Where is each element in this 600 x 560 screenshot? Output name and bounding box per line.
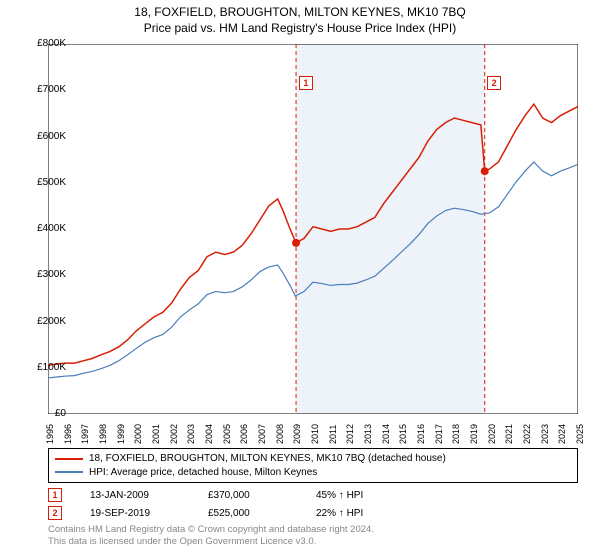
- annot-marker-0: 1: [48, 488, 62, 502]
- x-tick-label: 2012: [345, 424, 355, 444]
- x-tick-label: 2020: [487, 424, 497, 444]
- title-block: 18, FOXFIELD, BROUGHTON, MILTON KEYNES, …: [0, 0, 600, 36]
- y-tick-label: £700K: [22, 84, 66, 95]
- annot-delta-1: 22% ↑ HPI: [316, 508, 363, 519]
- legend-swatch-1: [55, 471, 83, 473]
- x-tick-label: 2010: [310, 424, 320, 444]
- x-tick-label: 2017: [434, 424, 444, 444]
- annot-date-1: 19-SEP-2019: [90, 508, 180, 519]
- x-tick-label: 2001: [151, 424, 161, 444]
- legend-label-0: 18, FOXFIELD, BROUGHTON, MILTON KEYNES, …: [89, 452, 446, 466]
- x-tick-label: 2000: [133, 424, 143, 444]
- x-tick-label: 2021: [504, 424, 514, 444]
- x-tick-label: 1999: [116, 424, 126, 444]
- annot-row-1: 2 19-SEP-2019 £525,000 22% ↑ HPI: [48, 504, 363, 522]
- x-tick-label: 2016: [416, 424, 426, 444]
- x-tick-label: 2011: [328, 425, 338, 444]
- legend-label-1: HPI: Average price, detached house, Milt…: [89, 466, 317, 480]
- x-tick-label: 2002: [169, 424, 179, 444]
- chart-annot-marker: 1: [299, 76, 313, 90]
- x-tick-label: 2013: [363, 424, 373, 444]
- annot-marker-1: 2: [48, 506, 62, 520]
- annot-date-0: 13-JAN-2009: [90, 490, 180, 501]
- x-tick-label: 2022: [522, 424, 532, 444]
- title-line-1: 18, FOXFIELD, BROUGHTON, MILTON KEYNES, …: [0, 4, 600, 20]
- y-tick-label: £200K: [22, 316, 66, 327]
- x-tick-label: 2018: [451, 424, 461, 444]
- chart-area: [48, 44, 578, 414]
- chart-svg: [48, 44, 578, 414]
- x-tick-label: 2004: [204, 424, 214, 444]
- x-tick-label: 1996: [63, 424, 73, 444]
- y-tick-label: £300K: [22, 269, 66, 280]
- annotation-table: 1 13-JAN-2009 £370,000 45% ↑ HPI 2 19-SE…: [48, 486, 363, 522]
- x-tick-label: 2009: [292, 424, 302, 444]
- y-tick-label: £800K: [22, 38, 66, 49]
- annot-price-0: £370,000: [208, 490, 288, 501]
- x-tick-label: 2023: [540, 424, 550, 444]
- y-tick-label: £100K: [22, 362, 66, 373]
- x-tick-label: 1995: [45, 424, 55, 444]
- y-tick-label: £0: [22, 408, 66, 419]
- legend-box: 18, FOXFIELD, BROUGHTON, MILTON KEYNES, …: [48, 448, 578, 483]
- title-line-2: Price paid vs. HM Land Registry's House …: [0, 20, 600, 36]
- y-tick-label: £400K: [22, 223, 66, 234]
- x-tick-label: 2019: [469, 424, 479, 444]
- x-tick-label: 2006: [239, 424, 249, 444]
- x-tick-label: 2015: [398, 424, 408, 444]
- y-tick-label: £500K: [22, 177, 66, 188]
- x-tick-label: 2005: [222, 424, 232, 444]
- annot-delta-0: 45% ↑ HPI: [316, 490, 363, 501]
- legend-swatch-0: [55, 458, 83, 460]
- legend-row-0: 18, FOXFIELD, BROUGHTON, MILTON KEYNES, …: [55, 452, 571, 466]
- footer-line-2: This data is licensed under the Open Gov…: [48, 536, 374, 548]
- x-tick-label: 2024: [557, 424, 567, 444]
- x-tick-label: 1998: [98, 424, 108, 444]
- annot-price-1: £525,000: [208, 508, 288, 519]
- y-tick-label: £600K: [22, 131, 66, 142]
- chart-annot-marker: 2: [487, 76, 501, 90]
- footer-line-1: Contains HM Land Registry data © Crown c…: [48, 524, 374, 536]
- x-tick-label: 2003: [186, 424, 196, 444]
- x-tick-label: 2025: [575, 424, 585, 444]
- annot-row-0: 1 13-JAN-2009 £370,000 45% ↑ HPI: [48, 486, 363, 504]
- x-tick-label: 1997: [80, 424, 90, 444]
- x-tick-label: 2014: [381, 424, 391, 444]
- footer: Contains HM Land Registry data © Crown c…: [48, 524, 374, 549]
- chart-container: 18, FOXFIELD, BROUGHTON, MILTON KEYNES, …: [0, 0, 600, 560]
- x-tick-label: 2007: [257, 424, 267, 444]
- legend-row-1: HPI: Average price, detached house, Milt…: [55, 466, 571, 480]
- x-tick-label: 2008: [275, 424, 285, 444]
